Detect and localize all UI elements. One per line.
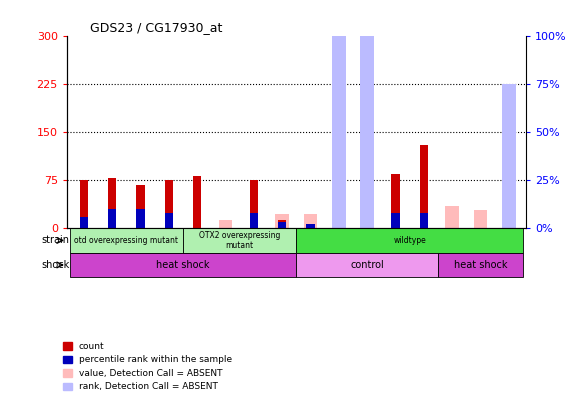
Bar <box>332 0 346 228</box>
Bar <box>250 213 258 228</box>
Bar <box>502 170 515 228</box>
Bar <box>332 84 346 228</box>
Bar <box>218 221 232 228</box>
Text: strain: strain <box>41 236 69 246</box>
Bar <box>80 180 88 228</box>
Bar <box>304 214 317 228</box>
Bar <box>474 210 487 228</box>
Bar <box>502 84 515 228</box>
Bar <box>136 185 145 228</box>
Text: OTX2 overexpressing
mutant: OTX2 overexpressing mutant <box>199 231 280 250</box>
Legend: count, percentile rank within the sample, value, Detection Call = ABSENT, rank, : count, percentile rank within the sample… <box>63 342 232 392</box>
Bar <box>360 55 374 228</box>
Text: shock: shock <box>41 260 70 270</box>
Bar <box>136 209 145 228</box>
Text: heat shock: heat shock <box>454 260 507 270</box>
Bar <box>296 228 523 253</box>
Bar <box>164 213 173 228</box>
Bar <box>275 214 289 228</box>
Bar <box>70 253 296 277</box>
Bar <box>278 221 286 228</box>
Bar <box>108 178 116 228</box>
Bar <box>193 175 202 228</box>
Bar <box>250 180 258 228</box>
Bar <box>438 253 523 277</box>
Bar <box>164 180 173 228</box>
Text: wildtype: wildtype <box>393 236 426 245</box>
Bar <box>296 253 438 277</box>
Bar <box>306 225 315 228</box>
Text: GDS23 / CG17930_at: GDS23 / CG17930_at <box>89 21 222 34</box>
Bar <box>446 206 459 228</box>
Bar <box>108 209 116 228</box>
Text: control: control <box>350 260 384 270</box>
Bar <box>391 173 400 228</box>
Bar <box>360 0 374 228</box>
Bar <box>70 228 183 253</box>
Text: heat shock: heat shock <box>156 260 210 270</box>
Bar <box>419 145 428 228</box>
Text: otd overexpressing mutant: otd overexpressing mutant <box>74 236 178 245</box>
Bar <box>419 213 428 228</box>
Bar <box>183 228 296 253</box>
Bar <box>80 217 88 228</box>
Bar <box>278 223 286 228</box>
Bar <box>391 213 400 228</box>
